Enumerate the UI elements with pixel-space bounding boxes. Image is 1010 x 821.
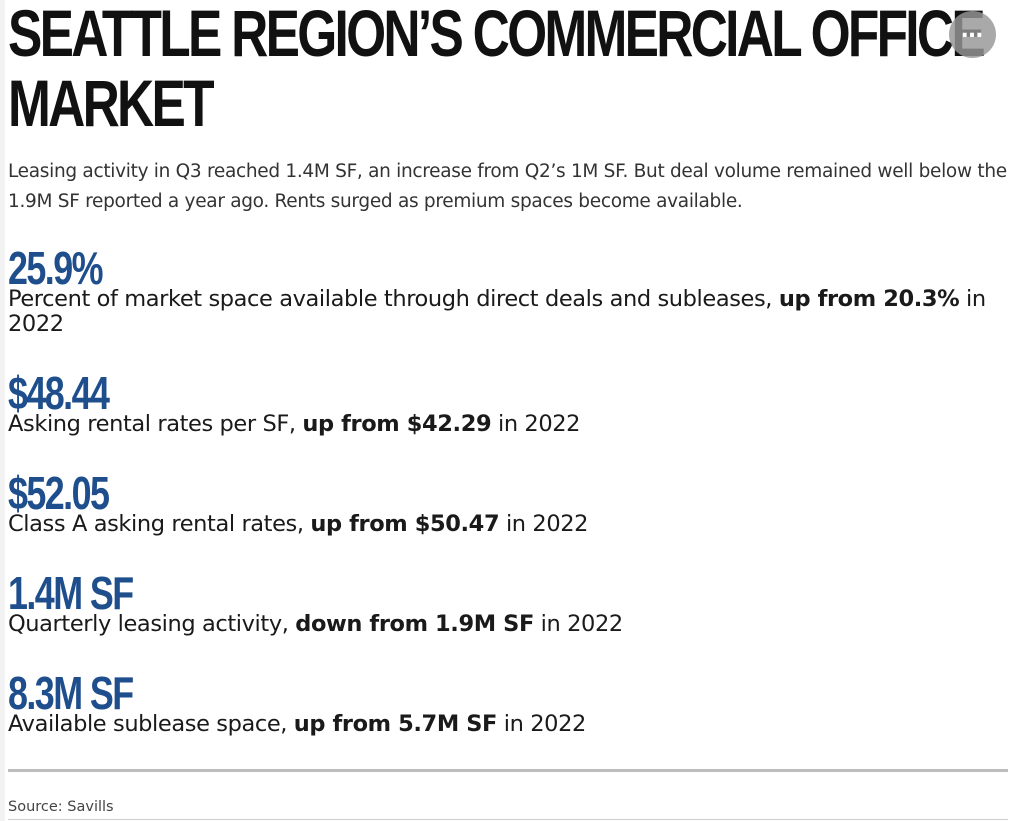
stat-description: Asking rental rates per SF, up from $42.…: [8, 412, 1008, 437]
stat-description-text: Percent of market space available throug…: [8, 286, 779, 312]
stat-description-text: Quarterly leasing activity,: [8, 611, 296, 637]
more-options-button[interactable]: …: [949, 11, 996, 58]
stat-value: 25.9%: [8, 242, 104, 294]
stat-description-text: Asking rental rates per SF,: [8, 411, 303, 437]
stat-value: 8.3M SF: [8, 667, 134, 719]
ellipsis-icon: …: [961, 17, 984, 43]
left-edge-strip: [0, 0, 5, 821]
stat-description-year: in 2022: [533, 611, 624, 637]
stat-description-year: in 2022: [8, 286, 986, 337]
stat-description-year: in 2022: [499, 511, 589, 537]
stat-available-space: 25.9% Percent of market space available …: [8, 243, 1008, 337]
stat-value: 1.4M SF: [8, 567, 134, 619]
stat-description: Percent of market space available throug…: [8, 287, 1008, 337]
source-note: Source: Savills: [8, 799, 114, 815]
stat-change: down from 1.9M SF: [295, 611, 534, 637]
stat-description: Quarterly leasing activity, down from 1.…: [8, 612, 1008, 637]
stat-class-a-rent: $52.05 Class A asking rental rates, up f…: [8, 468, 1008, 537]
stat-change: up from $42.29: [302, 411, 492, 437]
stat-sublease-space: 8.3M SF Available sublease space, up fro…: [8, 668, 1008, 737]
stat-description: Class A asking rental rates, up from $50…: [8, 512, 1008, 537]
bottom-divider: [8, 819, 1008, 820]
stat-description-year: in 2022: [497, 711, 587, 737]
stat-description: Available sublease space, up from 5.7M S…: [8, 712, 1008, 737]
stat-change: up from 20.3%: [778, 286, 960, 312]
stat-description-text: Class A asking rental rates,: [8, 511, 311, 537]
intro-paragraph: Leasing activity in Q3 reached 1.4M SF, …: [8, 161, 1007, 212]
stat-value: $48.44: [8, 367, 110, 419]
stat-value: $52.05: [8, 467, 110, 519]
stat-change: up from $50.47: [310, 511, 500, 537]
divider: [8, 769, 1008, 772]
stat-leasing-activity: 1.4M SF Quarterly leasing activity, down…: [8, 568, 1008, 637]
page-title: SEATTLE REGION’S COMMERCIAL OFFICE MARKE…: [8, 0, 986, 140]
stat-description-text: Available sublease space,: [8, 711, 294, 737]
stat-asking-rent: $48.44 Asking rental rates per SF, up fr…: [8, 368, 1008, 437]
stat-change: up from 5.7M SF: [293, 711, 498, 737]
stat-description-year: in 2022: [491, 411, 581, 437]
